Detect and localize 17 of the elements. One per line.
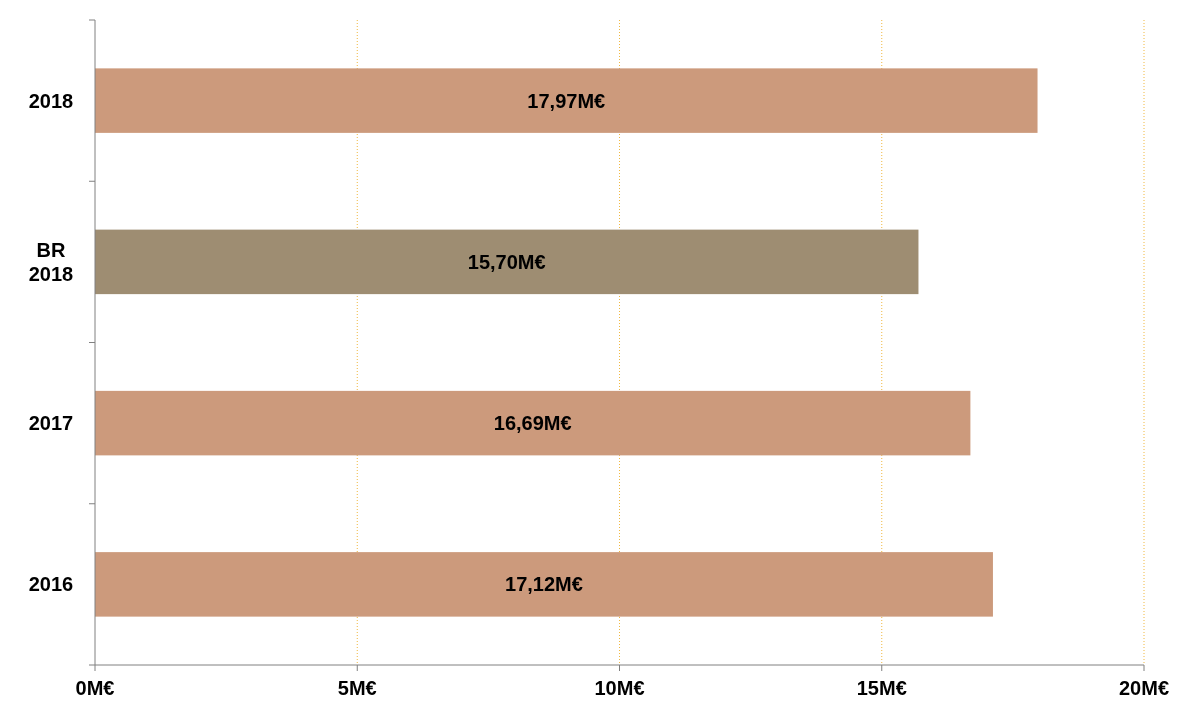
y-tick-label: 2016 — [28, 573, 74, 596]
data-label: 15,70M€ — [467, 250, 546, 273]
data-label: 17,97M€ — [527, 89, 606, 112]
x-tick-label: 0M€ — [75, 677, 115, 699]
x-tick-label: 15M€ — [856, 677, 907, 699]
data-label: 17,12M€ — [505, 573, 583, 596]
y-tick-label: 2018 — [28, 89, 74, 112]
bar — [95, 229, 919, 295]
bar — [95, 390, 971, 456]
bar — [95, 68, 1038, 133]
x-tick-label: 20M€ — [1118, 677, 1170, 699]
y-tick-label: 2017 — [28, 412, 74, 435]
x-tick-label: 5M€ — [337, 677, 377, 699]
data-label: 16,69M€ — [493, 412, 572, 435]
y-tick-label: BR 2018 — [28, 238, 74, 285]
bar — [95, 552, 993, 617]
x-tick-label: 10M€ — [594, 677, 645, 699]
